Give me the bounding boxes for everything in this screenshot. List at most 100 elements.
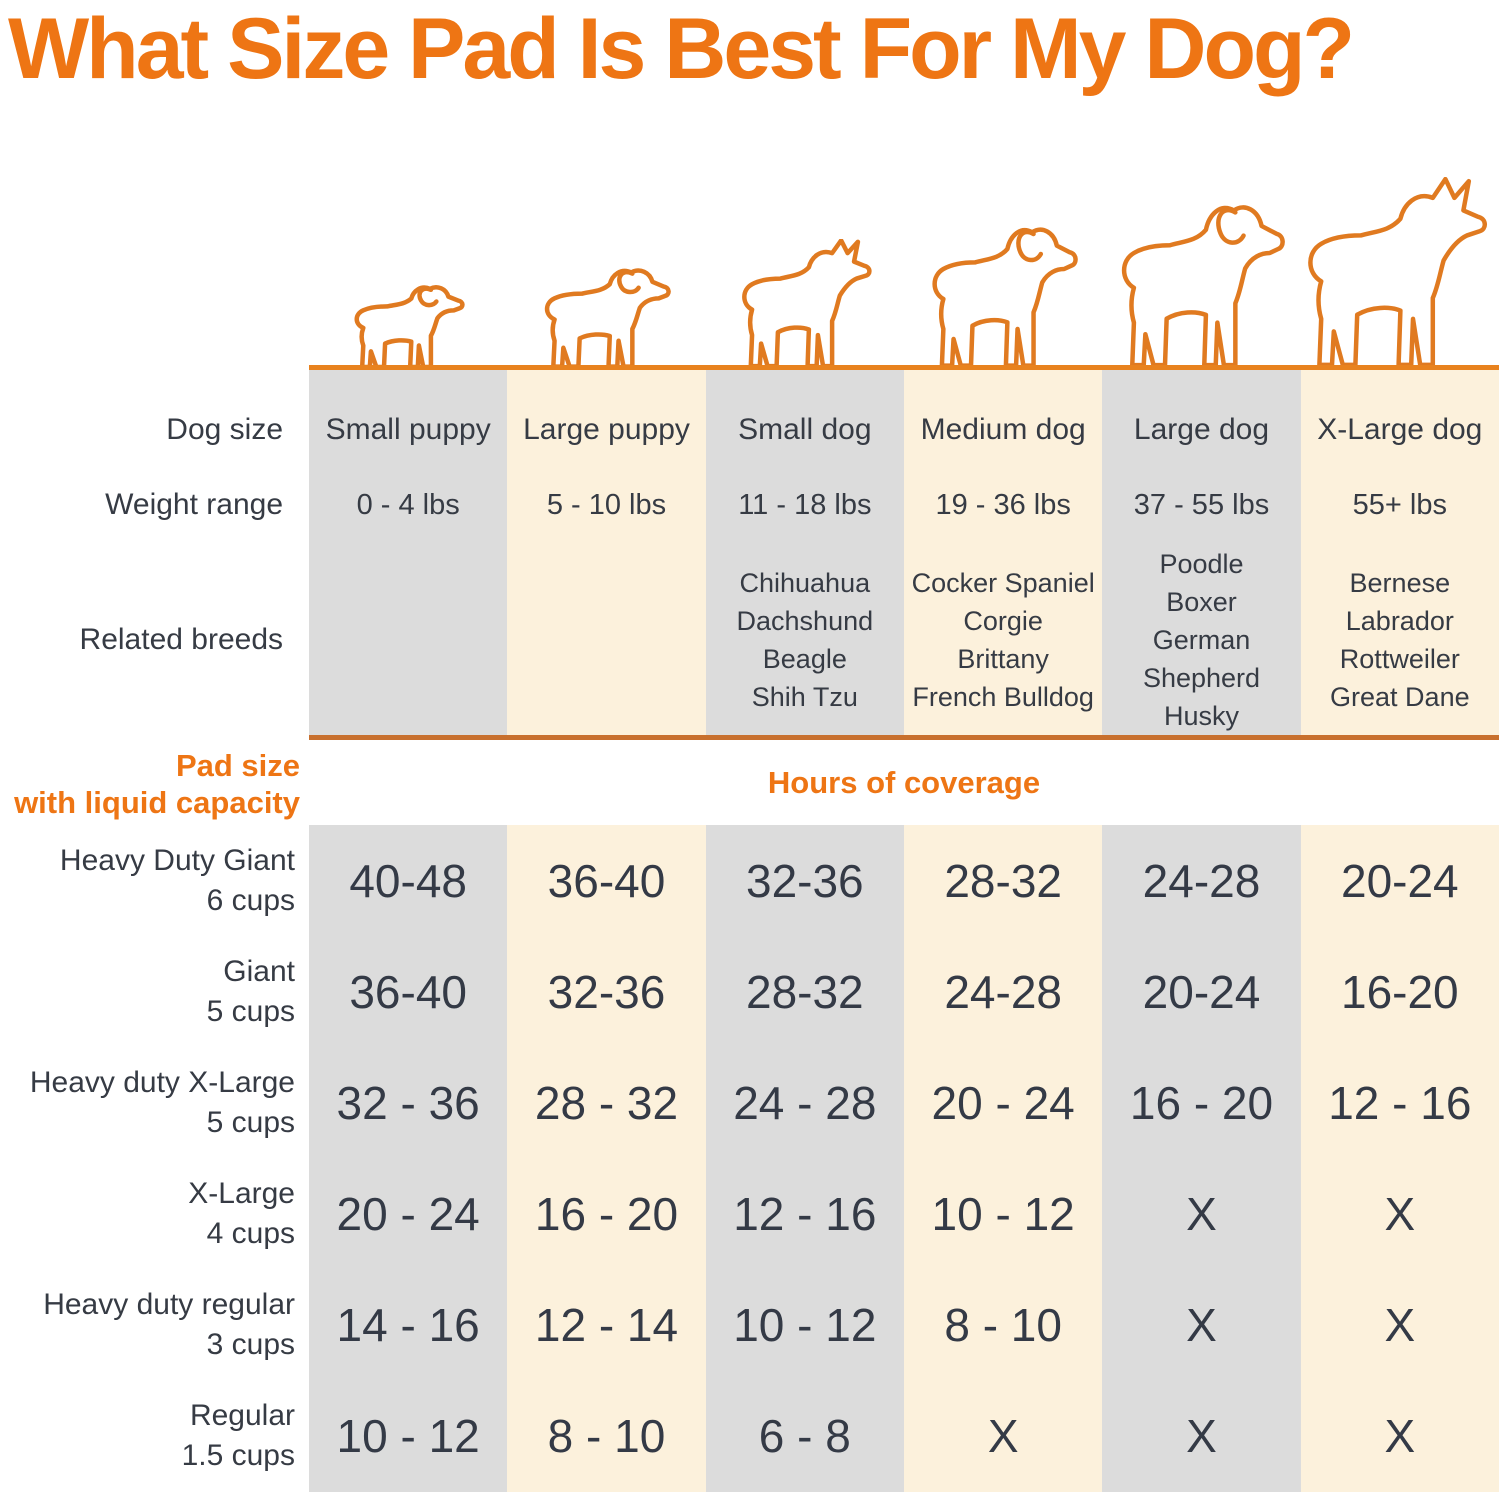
coverage-value: 6 - 8 [758, 1410, 851, 1463]
breed-name: Brittany [957, 644, 1049, 674]
pad-capacity: 4 cups [206, 1217, 295, 1251]
breeds-cell: Bernese Labrador Rottweiler Great Dane [1301, 564, 1499, 716]
coverage-value: 14 - 16 [336, 1299, 480, 1352]
coverage-value: 32-36 [547, 965, 666, 1018]
breed-name: Poodle [1159, 549, 1244, 579]
dog-size-cell: Medium dog [920, 413, 1086, 446]
column-band [1300, 825, 1499, 1492]
coverage-value: 40-48 [349, 854, 467, 907]
coverage-value: 16 - 20 [1129, 1076, 1274, 1129]
column-band [309, 370, 508, 735]
breed-name: Boxer [1166, 587, 1237, 617]
weight-cell: 55+ lbs [1352, 488, 1447, 521]
dog-size-row-label: Dog size [166, 413, 283, 446]
coverage-value: 36-40 [547, 854, 666, 907]
weight-cell: 0 - 4 lbs [356, 488, 460, 521]
breed-name: Husky [1163, 701, 1239, 731]
coverage-value: 10 - 12 [931, 1188, 1075, 1241]
coverage-value: X [1186, 1410, 1217, 1463]
dog-size-row: Dog size Small puppy Large puppy Small d… [0, 385, 1499, 475]
weight-cell: 11 - 18 lbs [738, 488, 872, 521]
weight-range-row-label: Weight range [105, 488, 283, 521]
coverage-value: 20-24 [1142, 965, 1261, 1018]
coverage-value: X [1384, 1410, 1416, 1463]
breed-name: German Shepherd [1142, 625, 1261, 693]
coverage-value: 10 - 12 [336, 1410, 480, 1463]
coverage-value: 10 - 12 [733, 1299, 877, 1352]
breed-name: Labrador [1345, 606, 1454, 636]
related-breeds-row: Related breeds Chihuahua Dachshund Beagl… [0, 545, 1499, 735]
coverage-value: X [1186, 1299, 1217, 1352]
coverage-value: X [1384, 1299, 1416, 1352]
column-band [903, 825, 1103, 1492]
coverage-value: X [1186, 1188, 1217, 1241]
pad-size-label-line1: Pad size [175, 748, 300, 783]
dog-size-cell: Small puppy [325, 413, 491, 446]
coverage-value: 24 - 28 [733, 1076, 877, 1129]
large-dog-icon [1111, 195, 1291, 369]
x-large-dog-icon [1296, 177, 1494, 369]
coverage-value: 12 - 16 [1328, 1076, 1472, 1129]
page-title: What Size Pad Is Best For My Dog? [8, 1, 1355, 97]
coverage-value: 8 - 10 [944, 1299, 1062, 1352]
hours-of-coverage-label: Hours of coverage [767, 765, 1041, 800]
weight-cell: 37 - 55 lbs [1133, 488, 1270, 521]
column-band [705, 370, 904, 735]
coverage-table: Heavy Duty Giant 6 cups 40-48 36-40 32-3… [0, 825, 1499, 1492]
breeds-cell: Cocker Spaniel Corgie Brittany French Bu… [904, 564, 1102, 716]
pad-row-label: X-Large 4 cups [0, 1174, 309, 1254]
header-column-bands [309, 370, 1499, 735]
dog-size-cell: X-Large dog [1317, 413, 1483, 446]
breed-name: Rottweiler [1339, 644, 1460, 674]
coverage-value: 12 - 16 [733, 1188, 877, 1241]
large-puppy-icon [537, 263, 675, 369]
column-band [507, 370, 706, 735]
coverage-value: 20 - 24 [336, 1188, 480, 1241]
pad-row-label: Giant 5 cups [0, 952, 309, 1032]
medium-dog-icon [923, 219, 1083, 369]
breed-name: French Bulldog [912, 682, 1094, 712]
column-band [1102, 370, 1301, 735]
pad-capacity: 1.5 cups [181, 1439, 295, 1473]
pad-name: Heavy duty regular [43, 1288, 295, 1322]
small-puppy-icon [348, 281, 468, 369]
weight-cell: 19 - 36 lbs [935, 488, 1071, 521]
pad-name: Heavy duty X-Large [29, 1065, 295, 1099]
coverage-value: 12 - 14 [534, 1299, 679, 1352]
coverage-value: 16-20 [1340, 965, 1459, 1018]
related-breeds-row-label: Related breeds [79, 623, 283, 656]
ground-line [309, 365, 1499, 370]
coverage-value: 24-28 [944, 965, 1062, 1018]
pad-size-section-label: Pad size with liquid capacity [0, 747, 300, 821]
column-band [507, 825, 706, 1492]
breed-name: Bernese [1349, 568, 1451, 598]
pad-row-label: Heavy duty X-Large 5 cups [0, 1063, 309, 1143]
breed-name: Great Dane [1330, 682, 1470, 712]
pad-capacity: 5 cups [206, 1105, 295, 1139]
pad-size-label-line2: with liquid capacity [14, 785, 300, 820]
pad-capacity: 5 cups [206, 994, 295, 1028]
coverage-value: 28-32 [944, 854, 1062, 907]
breed-name: Dachshund [736, 606, 874, 636]
weight-cell: 5 - 10 lbs [546, 488, 667, 521]
weight-range-row: Weight range 0 - 4 lbs 5 - 10 lbs 11 - 1… [0, 460, 1499, 550]
coverage-value: 28 - 32 [534, 1076, 679, 1129]
dog-size-cell: Small dog [738, 413, 872, 446]
coverage-value: 36-40 [349, 965, 467, 1018]
pad-name: Heavy Duty Giant [59, 843, 295, 877]
breed-name: Corgie [963, 606, 1043, 636]
column-band [1300, 370, 1499, 735]
breeds-cell: Poodle Boxer German Shepherd Husky [1102, 545, 1300, 735]
pad-capacity: 3 cups [206, 1328, 295, 1362]
breeds-cell: Chihuahua Dachshund Beagle Shih Tzu [706, 564, 904, 716]
coverage-value: 32-36 [745, 854, 864, 907]
pad-name: Giant [223, 954, 295, 988]
coverage-value: X [1384, 1188, 1416, 1241]
dog-size-cell: Large dog [1133, 413, 1270, 446]
dog-size-cell: Large puppy [523, 413, 690, 446]
coverage-value: 16 - 20 [534, 1188, 679, 1241]
coverage-value: 24-28 [1142, 854, 1261, 907]
coverage-value: 32 - 36 [336, 1076, 480, 1129]
breed-name: Chihuahua [739, 568, 871, 598]
